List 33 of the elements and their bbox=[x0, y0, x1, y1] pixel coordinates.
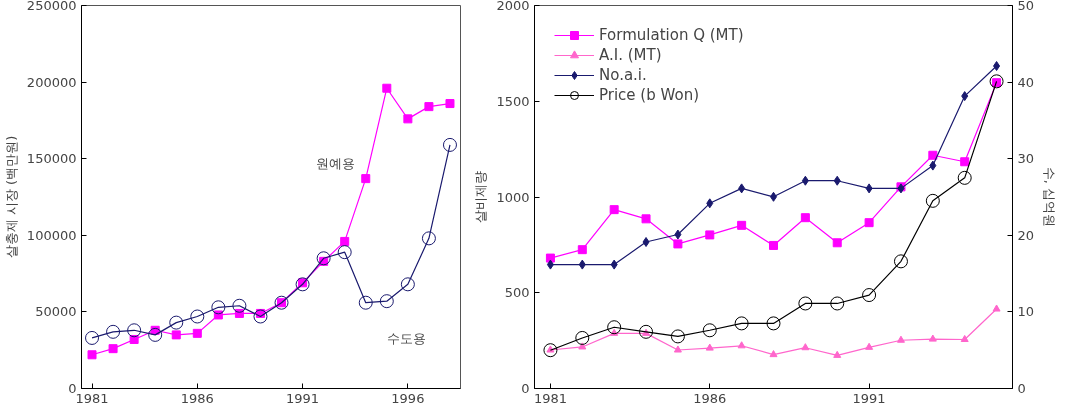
x-tick-label: 1996 bbox=[391, 390, 425, 406]
y2-axis-title: 수, 십억원 bbox=[1042, 166, 1058, 228]
x-tick-label: 1981 bbox=[533, 390, 567, 406]
y-tick-label: 100000 bbox=[26, 227, 77, 243]
y2-tick-label: 10 bbox=[1017, 304, 1035, 320]
x-tick-label: 1991 bbox=[852, 390, 886, 406]
y-tick-label: 50000 bbox=[35, 304, 77, 320]
y2-tick-label: 20 bbox=[1017, 227, 1035, 243]
x-tick-label: 1981 bbox=[75, 390, 109, 406]
y-tick-label: 150000 bbox=[26, 151, 77, 167]
series-label: 수도용 bbox=[387, 331, 427, 347]
legend-label: Formulation Q (MT) bbox=[599, 26, 744, 44]
y-axis-title: 살충제 시장 (백만원) bbox=[3, 135, 19, 259]
y-tick-label: 250000 bbox=[26, 0, 77, 13]
y-tick-label: 1000 bbox=[496, 189, 530, 205]
y2-tick-label: 50 bbox=[1017, 0, 1035, 13]
legend-label: Price (b Won) bbox=[599, 86, 699, 104]
y-tick-label: 1500 bbox=[496, 93, 530, 109]
y-tick-label: 500 bbox=[504, 285, 530, 301]
x-tick-label: 1986 bbox=[693, 390, 727, 406]
y2-tick-label: 0 bbox=[1017, 381, 1026, 396]
y-tick-label: 200000 bbox=[26, 74, 77, 90]
legend-label: No.a.i. bbox=[599, 66, 647, 84]
y2-tick-label: 30 bbox=[1017, 151, 1035, 167]
y-tick-label: 0 bbox=[521, 381, 530, 396]
series-label: 원예용 bbox=[316, 155, 356, 171]
y-tick-label: 0 bbox=[68, 381, 77, 396]
y-tick-label: 2000 bbox=[496, 0, 530, 13]
y2-tick-label: 40 bbox=[1017, 74, 1035, 90]
y-axis-title: 살비제량 bbox=[473, 171, 489, 223]
x-tick-label: 1991 bbox=[286, 390, 320, 406]
legend-label: A.I. (MT) bbox=[599, 46, 662, 64]
x-tick-label: 1986 bbox=[180, 390, 214, 406]
